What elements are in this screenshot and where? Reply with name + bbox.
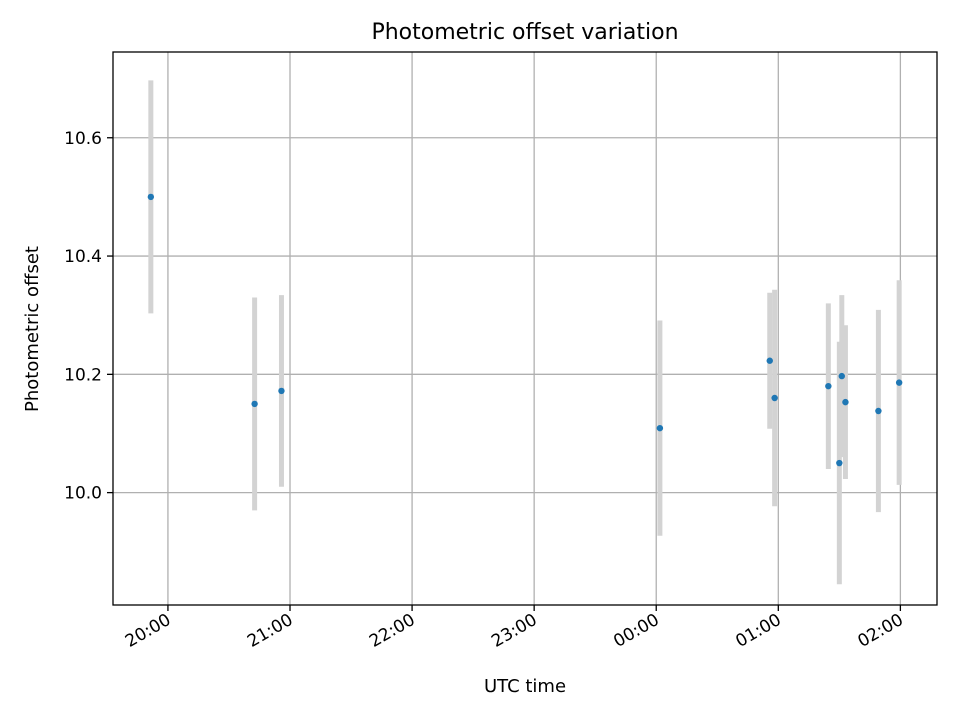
data-point (836, 459, 843, 467)
y-tick-label: 10.4 (64, 247, 102, 267)
y-axis-label: Photometric offset (22, 246, 43, 412)
data-point (251, 400, 258, 408)
data-point (656, 424, 664, 432)
data-point (825, 382, 832, 390)
chart-title: Photometric offset variation (371, 20, 678, 45)
axis-ticks: 20:00 21:00 22:00 23:00 00:00 01:00 02:00 10.0 1… (64, 129, 907, 652)
data-point (838, 372, 845, 380)
x-tick-label: 23:00 (488, 610, 540, 652)
x-tick-label: 22:00 (366, 610, 418, 652)
data-points (147, 193, 903, 467)
y-tick-label: 10.6 (64, 129, 102, 149)
grid (113, 52, 937, 605)
x-axis-label: UTC time (484, 676, 566, 697)
x-tick-label: 20:00 (122, 610, 174, 652)
y-tick-label: 10.0 (64, 484, 102, 504)
x-tick-label: 01:00 (732, 610, 784, 652)
x-tick-label: 21:00 (244, 610, 296, 652)
y-tick-label: 10.2 (64, 365, 102, 385)
x-tick-label: 00:00 (610, 610, 662, 652)
data-point (875, 407, 882, 415)
data-point (771, 394, 778, 402)
x-tick-label: 02:00 (854, 610, 906, 652)
error-bars (148, 80, 902, 585)
data-point (895, 379, 903, 386)
data-point (766, 357, 773, 364)
data-point (147, 193, 155, 201)
data-point (278, 387, 285, 395)
plot-frame (112, 51, 938, 606)
data-point (842, 398, 849, 406)
